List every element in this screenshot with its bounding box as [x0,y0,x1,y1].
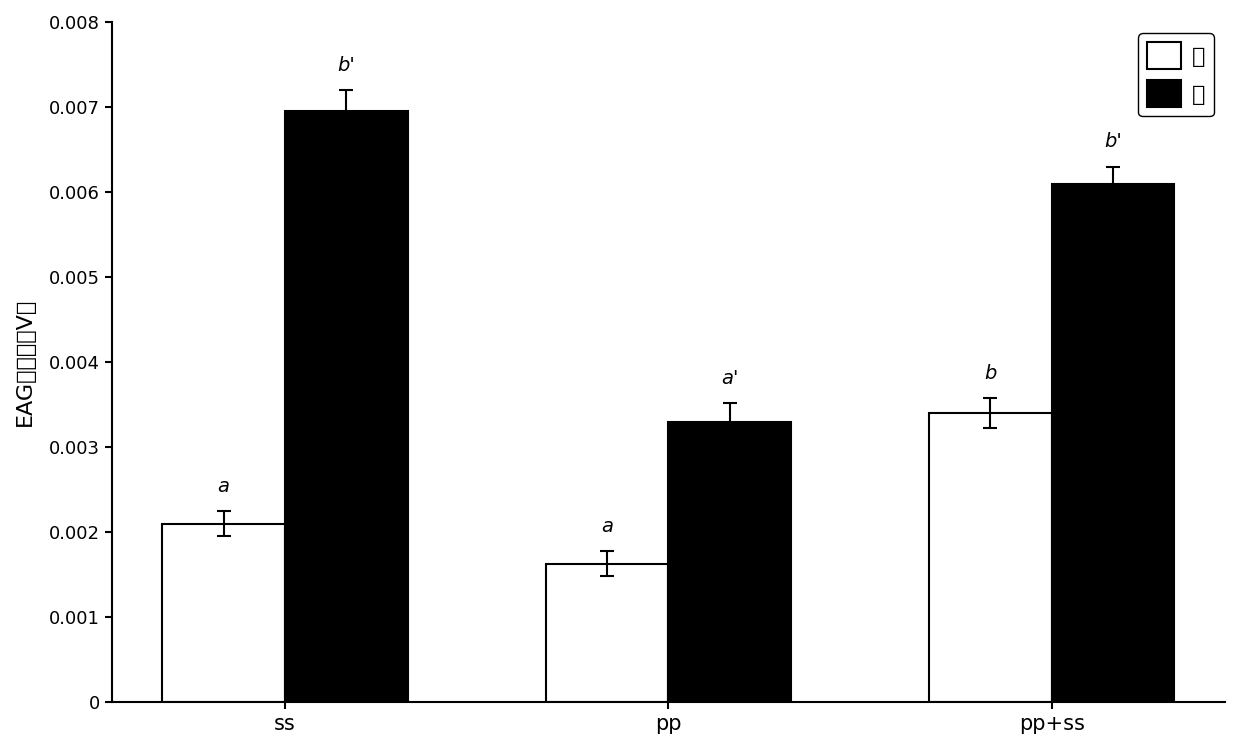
Text: b: b [985,363,997,383]
Bar [668,422,791,703]
Text: a: a [218,476,229,496]
Legend: 雄, 雌: 雄, 雌 [1138,33,1214,116]
Text: a': a' [720,369,738,387]
Bar [929,413,1052,703]
Bar [1052,184,1174,703]
Bar [162,524,285,703]
Bar [546,563,668,703]
Bar [285,112,408,703]
Text: b': b' [1104,133,1122,151]
Y-axis label: EAG反应值（V）: EAG反应值（V） [15,298,35,426]
Text: a: a [601,517,613,536]
Text: b': b' [337,55,355,75]
